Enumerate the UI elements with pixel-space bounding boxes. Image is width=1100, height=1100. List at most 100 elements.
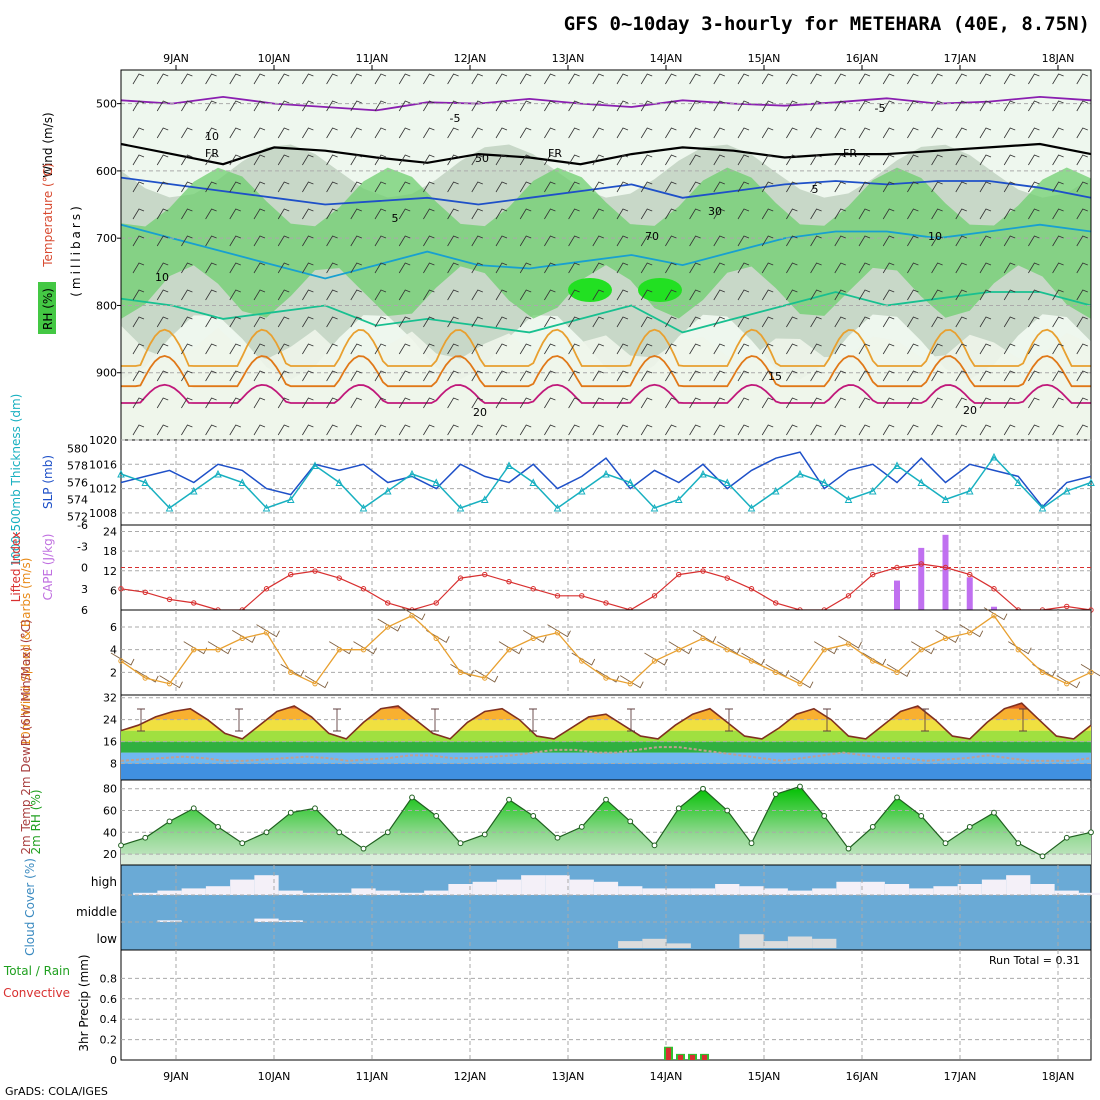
wind-barb (156, 127, 169, 139)
wind-marker (554, 629, 561, 636)
wind-barb (955, 370, 967, 382)
wind-barb (979, 100, 992, 112)
wind-barb (1028, 208, 1040, 220)
contour-label: FR (205, 147, 219, 160)
run-total: Run Total = 0.31 (989, 954, 1080, 967)
wind-barb (979, 397, 992, 409)
precip-tick-label: 0.8 (100, 972, 118, 985)
wind-barb (640, 370, 653, 382)
wind-marker (142, 675, 148, 681)
thickness-marker (844, 495, 853, 503)
wind-barb (616, 154, 629, 166)
wind-barb (350, 154, 362, 166)
cloud-tick-label: low (97, 932, 118, 946)
precip-bar-convective (666, 1047, 671, 1060)
upper-air-ylabel-rh: RH (%) (41, 288, 55, 330)
wind-barb (302, 100, 314, 112)
contour-label: 30 (708, 205, 722, 218)
wind-barb (1028, 316, 1040, 328)
wind-barb (544, 316, 556, 328)
wind-barb (374, 73, 387, 85)
wind-barb (665, 208, 677, 220)
dewpoint-line (120, 746, 1092, 762)
wind-marker (724, 646, 730, 653)
wind-barb (761, 154, 774, 166)
wind-tick-label: 2 (110, 666, 117, 679)
wind-marker (457, 669, 464, 676)
wind-barb (1076, 208, 1088, 220)
date-label-bottom: 15JAN (748, 1070, 781, 1083)
rh-marker (797, 783, 803, 790)
wind-barb (1003, 154, 1016, 166)
cloud-cell-high (909, 888, 934, 895)
cloud-cell-high (375, 890, 400, 895)
wind-barb (931, 154, 943, 166)
wind-barb (253, 181, 266, 193)
wind-barb (931, 343, 943, 355)
cloud-ylabel: Cloud Cover (%) (23, 858, 37, 956)
wind-barb (689, 370, 701, 382)
wind-barb (423, 127, 435, 139)
wind-barb (689, 181, 701, 193)
thickness-marker (941, 495, 950, 503)
rh-marker (166, 818, 173, 825)
contour-label: 5 (812, 183, 819, 196)
wind-barb (786, 73, 798, 85)
wind-barb (229, 424, 241, 436)
wind-barb (205, 127, 217, 139)
wind-barb (423, 208, 435, 220)
contour-label: 10 (928, 230, 942, 243)
wind-barb (495, 235, 508, 247)
wind-barb (616, 397, 629, 409)
thickness-marker (626, 478, 635, 486)
rh-tick-label: 60 (103, 805, 117, 818)
thickness-marker (1014, 478, 1023, 486)
wind-barb (786, 316, 798, 328)
li-ylabel: Lifted Index (9, 532, 23, 603)
pressure-tick-label: 700 (96, 232, 117, 245)
wind-barb (423, 181, 435, 193)
thickness-marker (699, 469, 707, 478)
wind-barb (495, 262, 508, 274)
wind-barb (519, 262, 532, 274)
wind-barb (132, 343, 145, 355)
wind-barb (544, 127, 556, 139)
panel-wind10m: 246 10m Wind Speed & Barbs (m/s) (19, 558, 1100, 746)
wind-barb (1076, 397, 1088, 409)
wind-barb (229, 154, 241, 166)
wind-barb (955, 343, 967, 355)
wind-barb (907, 262, 919, 274)
wind-barb (737, 289, 750, 301)
wind-marker (748, 658, 755, 664)
rh-shade-max (568, 278, 612, 302)
wind-barb (229, 181, 241, 193)
cloud-cell-high (157, 890, 182, 895)
wind-barb (205, 262, 217, 274)
wind-barb (205, 235, 217, 247)
li-marker (288, 571, 294, 578)
wind-barb (519, 397, 532, 409)
wind-barb (544, 100, 556, 112)
wind-marker (360, 646, 367, 653)
wind-barb (1052, 370, 1064, 382)
wind-barb (979, 424, 992, 436)
wind-barb (810, 289, 822, 301)
wind-barb (156, 343, 169, 355)
li-marker (385, 600, 391, 606)
rh-shade-green (121, 167, 1091, 319)
wind-barb-10m (474, 669, 499, 683)
rh-marker (215, 823, 221, 830)
wind-barb (277, 181, 290, 193)
wind-barb (423, 397, 435, 409)
wind-barb (834, 235, 846, 247)
wind-barb (931, 289, 943, 301)
wind-barb (1052, 154, 1064, 166)
rh-marker (481, 831, 488, 838)
wind-barb-10m (159, 675, 183, 689)
cloud-cell-high (618, 886, 643, 895)
cape-bar (942, 534, 949, 610)
wind-barb (447, 397, 459, 409)
wind-barb (398, 73, 411, 85)
wind-barb (786, 181, 798, 193)
